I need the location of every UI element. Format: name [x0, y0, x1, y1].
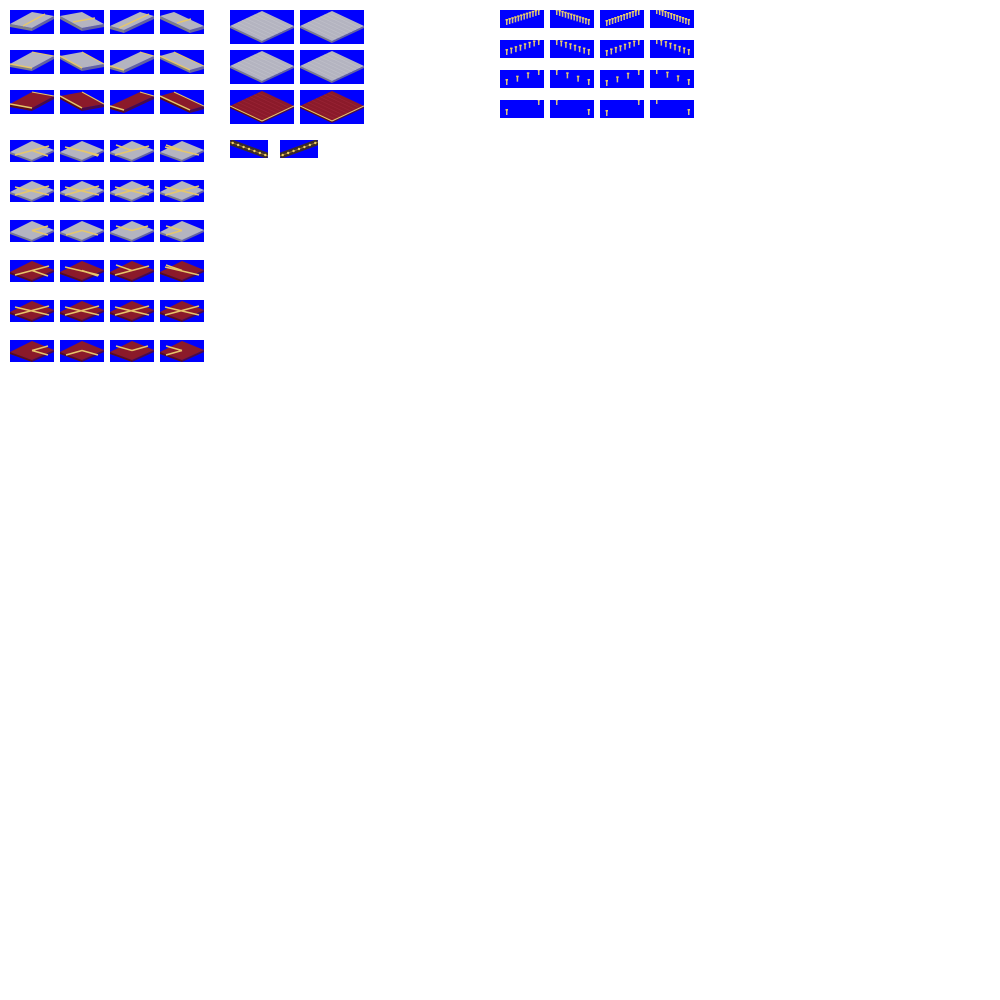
junction-tile-carpet [160, 300, 204, 322]
road-tile-concrete [110, 50, 154, 74]
junction-tile-carpet [160, 260, 204, 282]
light-strip-tile [280, 140, 318, 158]
road-tile-carpet [60, 90, 104, 114]
road-tile-concrete [160, 10, 204, 34]
junction-tile-concrete [10, 140, 54, 162]
road-tile-carpet [110, 90, 154, 114]
junction-tile-carpet [60, 260, 104, 282]
junction-tile-concrete [110, 140, 154, 162]
road-tile-carpet [10, 90, 54, 114]
junction-tile-concrete [60, 220, 104, 242]
junction-tile-carpet [60, 300, 104, 322]
road-tile-carpet [160, 90, 204, 114]
road-tile-concrete [160, 50, 204, 74]
junction-tile-concrete [10, 180, 54, 202]
light-strip-tile [230, 140, 268, 158]
runway-lights-tile [500, 10, 544, 28]
runway-lights-tile [550, 70, 594, 88]
plaza-tile-carpet [230, 90, 294, 124]
junction-tile-concrete [60, 140, 104, 162]
runway-lights-tile [600, 40, 644, 58]
runway-lights-tile [550, 100, 594, 118]
junction-tile-concrete [110, 180, 154, 202]
junction-tile-concrete [160, 220, 204, 242]
junction-tile-concrete [160, 180, 204, 202]
runway-lights-tile [600, 100, 644, 118]
runway-lights-tile [500, 100, 544, 118]
junction-tile-concrete [110, 220, 154, 242]
runway-lights-tile [550, 40, 594, 58]
junction-tile-carpet [110, 300, 154, 322]
junction-tile-carpet [10, 300, 54, 322]
junction-tile-carpet [60, 340, 104, 362]
runway-lights-tile [550, 10, 594, 28]
runway-lights-tile [500, 40, 544, 58]
road-tile-concrete [60, 50, 104, 74]
runway-lights-tile [600, 70, 644, 88]
junction-tile-carpet [10, 340, 54, 362]
plaza-tile-concrete [300, 50, 364, 84]
plaza-tile-concrete [230, 50, 294, 84]
runway-lights-tile [650, 70, 694, 88]
road-tile-concrete [60, 10, 104, 34]
junction-tile-carpet [110, 340, 154, 362]
road-tile-concrete [110, 10, 154, 34]
plaza-tile-concrete [230, 10, 294, 44]
junction-tile-concrete [60, 180, 104, 202]
junction-tile-carpet [160, 340, 204, 362]
runway-lights-tile [650, 40, 694, 58]
road-tile-concrete [10, 50, 54, 74]
runway-lights-tile [650, 10, 694, 28]
runway-lights-tile [500, 70, 544, 88]
runway-lights-tile [650, 100, 694, 118]
junction-tile-concrete [10, 220, 54, 242]
junction-tile-carpet [10, 260, 54, 282]
junction-tile-carpet [110, 260, 154, 282]
plaza-tile-carpet [300, 90, 364, 124]
plaza-tile-concrete [300, 10, 364, 44]
junction-tile-concrete [160, 140, 204, 162]
runway-lights-tile [600, 10, 644, 28]
road-tile-concrete [10, 10, 54, 34]
